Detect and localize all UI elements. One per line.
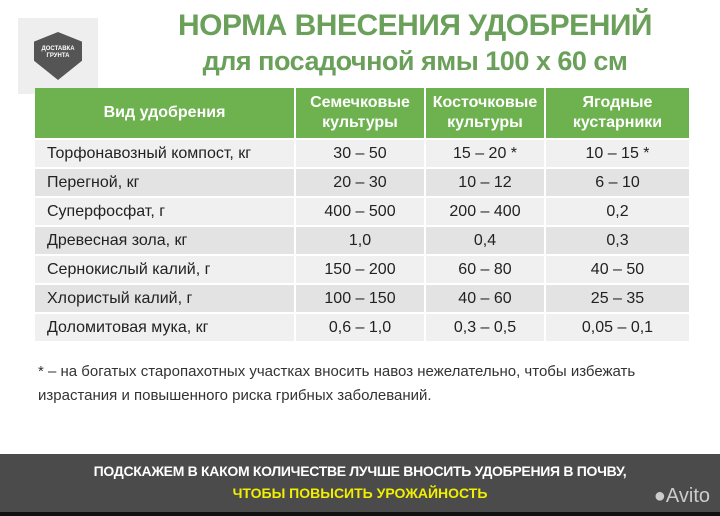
table-row: Торфонавозный компост, кг 30 – 50 15 – 20 … <box>35 138 691 168</box>
title-line2: для посадочной ямы 100 х 60 см <box>202 46 628 76</box>
dose-cell: 200 – 400 <box>425 196 546 226</box>
fertilizer-name: Торфонавозный компост, кг <box>35 138 296 168</box>
dose-cell: 15 – 20 * <box>425 138 546 168</box>
promo-banner: ПОДСКАЖЕМ В КАКОМ КОЛИЧЕСТВЕ ЛУЧШЕ ВНОСИ… <box>0 454 720 516</box>
page-title: НОРМА ВНЕСЕНИЯ УДОБРЕНИЙ для посадочной … <box>110 8 720 78</box>
column-header: Семечковые культуры <box>295 88 426 139</box>
dose-cell: 100 – 150 <box>295 283 426 313</box>
table-row: Хлористый калий, г 100 – 150 40 – 60 25 – 3… <box>35 283 691 313</box>
dose-cell: 40 – 50 <box>545 254 691 284</box>
avito-watermark: ●Avito <box>653 485 710 507</box>
dose-cell: 150 – 200 <box>295 254 426 284</box>
shield-logo-icon: ДОСТАВКА ГРУНТА <box>34 32 82 80</box>
dose-cell: 6 – 10 <box>545 167 691 197</box>
fertilizer-name: Суперфосфат, г <box>35 196 296 226</box>
dose-cell: 25 – 35 <box>545 283 691 313</box>
footnote: * – на богатых старопахотных участках вн… <box>38 363 636 404</box>
table-row: Древесная зола, кг 1,0 0,4 0,3 <box>35 225 691 255</box>
column-header: Косточковые культуры <box>425 88 546 139</box>
banner-line1: ПОДСКАЖЕМ В КАКОМ КОЛИЧЕСТВЕ ЛУЧШЕ ВНОСИ… <box>93 463 627 479</box>
fertilizer-name: Древесная зола, кг <box>35 225 296 255</box>
dose-cell: 0,05 – 0,1 <box>545 312 691 341</box>
dose-cell: 0,6 – 1,0 <box>295 312 426 341</box>
fertilizer-table: Вид удобрения Семечковые культуры Косточко… <box>35 88 691 341</box>
dose-cell: 10 – 12 <box>425 167 546 197</box>
table-row: Суперфосфат, г 400 – 500 200 – 400 0,2 <box>35 196 691 226</box>
fertilizer-name: Хлористый калий, г <box>35 283 296 313</box>
dose-cell: 30 – 50 <box>295 138 426 168</box>
dose-cell: 0,3 <box>545 225 691 255</box>
dose-cell: 60 – 80 <box>425 254 546 284</box>
fertilizer-name: Доломитовая мука, кг <box>35 312 296 341</box>
dose-cell: 0,4 <box>425 225 546 255</box>
dose-cell: 0,3 – 0,5 <box>425 312 546 341</box>
dose-cell: 20 – 30 <box>295 167 426 197</box>
table-row: Доломитовая мука, кг 0,6 – 1,0 0,3 – 0,5 0,… <box>35 312 691 341</box>
column-header: Ягодные кустарники <box>545 88 691 139</box>
banner-line2: ЧТОБЫ ПОВЫСИТЬ УРОЖАЙНОСТЬ <box>232 485 488 501</box>
dose-cell: 400 – 500 <box>295 196 426 226</box>
fertilizer-name: Сернокислый калий, г <box>35 254 296 284</box>
table-row: Перегной, кг 20 – 30 10 – 12 6 – 10 <box>35 167 691 197</box>
title-line1: НОРМА ВНЕСЕНИЯ УДОБРЕНИЙ <box>178 9 652 42</box>
dose-cell: 40 – 60 <box>425 283 546 313</box>
fertilizer-name: Перегной, кг <box>35 167 296 197</box>
logo: ДОСТАВКА ГРУНТА <box>18 18 98 94</box>
dose-cell: 0,2 <box>545 196 691 226</box>
dose-cell: 10 – 15 * <box>545 138 691 168</box>
dose-cell: 1,0 <box>295 225 426 255</box>
column-header: Вид удобрения <box>35 88 296 139</box>
table-row: Сернокислый калий, г 150 – 200 60 – 80 40 –… <box>35 254 691 284</box>
